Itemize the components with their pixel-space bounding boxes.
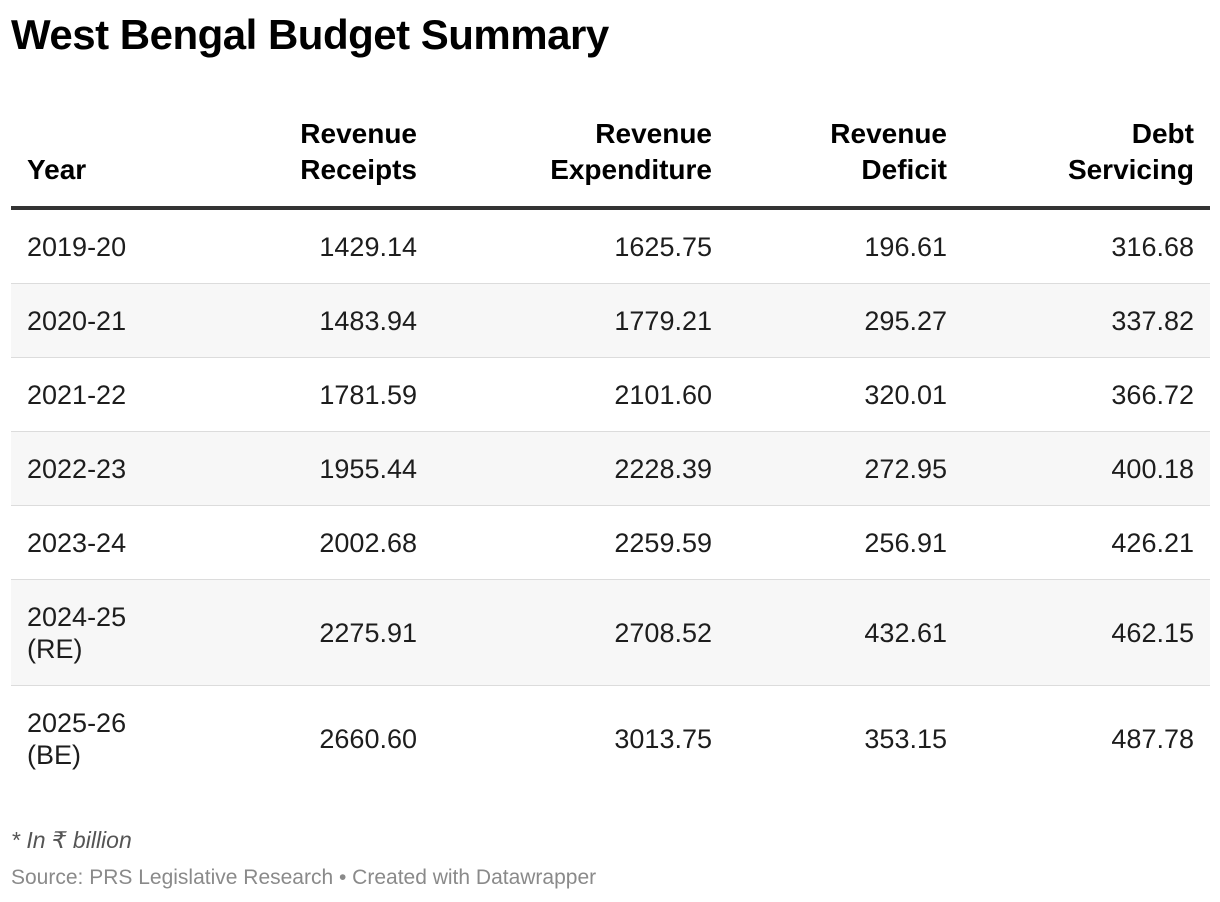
cell-revenue-receipts: 1955.44 (211, 431, 433, 506)
cell-revenue-expenditure: 2259.59 (433, 505, 728, 580)
chart-title: West Bengal Budget Summary (11, 11, 609, 58)
cell-revenue-deficit: 256.91 (728, 505, 963, 580)
source-credit: Source: PRS Legislative Research • Creat… (11, 866, 597, 889)
table-row: 2021-22 1781.59 2101.60 320.01 366.72 (11, 357, 1210, 432)
cell-revenue-expenditure: 3013.75 (614, 723, 712, 754)
cell-revenue-deficit: 295.27 (728, 283, 963, 358)
cell-revenue-receipts: 1429.14 (211, 208, 433, 284)
cell-debt-servicing: 487.78 (1111, 723, 1194, 754)
cell-debt-servicing: 400.18 (963, 431, 1210, 506)
cell-year: 2025-26 (BE) (27, 707, 127, 770)
column-header-revenue-deficit[interactable]: Revenue Deficit (728, 112, 963, 210)
cell-revenue-deficit: 196.61 (728, 208, 963, 284)
table-row: 2020-21 1483.94 1779.21 295.27 337.82 (11, 283, 1210, 358)
cell-revenue-receipts: 1781.59 (211, 357, 433, 432)
cell-revenue-receipts: 2660.60 (319, 723, 417, 754)
cell-debt-servicing: 462.15 (963, 579, 1210, 686)
cell-year: 2019-20 (11, 208, 211, 284)
column-header-revenue-expenditure[interactable]: Revenue Expenditure (433, 112, 728, 210)
cell-debt-servicing: 337.82 (963, 283, 1210, 358)
cell-year: 2022-23 (11, 431, 211, 506)
cell-year: 2021-22 (11, 357, 211, 432)
cell-revenue-deficit: 320.01 (728, 357, 963, 432)
cell-revenue-expenditure: 2101.60 (433, 357, 728, 432)
table-row: 2024-25 (RE) 2275.91 2708.52 432.61 462.1… (11, 579, 1210, 686)
cell-revenue-expenditure: 1625.75 (433, 208, 728, 284)
cell-year: 2023-24 (11, 505, 211, 580)
column-header-revenue-receipts[interactable]: Revenue Receipts (211, 112, 433, 210)
table-row: 2025-26 (BE) 2660.60 3013.75 353.15 487.7… (11, 686, 1210, 792)
table-header-row: Year Revenue Receipts Revenue Expenditure … (11, 112, 1210, 210)
cell-year: 2024-25 (RE) (11, 579, 211, 686)
cell-revenue-deficit: 432.61 (728, 579, 963, 686)
table-row: 2022-23 1955.44 2228.39 272.95 400.18 (11, 431, 1210, 506)
cell-year: 2020-21 (11, 283, 211, 358)
cell-revenue-expenditure: 2228.39 (433, 431, 728, 506)
cell-revenue-deficit: 272.95 (728, 431, 963, 506)
cell-debt-servicing: 426.21 (963, 505, 1210, 580)
cell-revenue-receipts: 2002.68 (211, 505, 433, 580)
table-row: 2023-24 2002.68 2259.59 256.91 426.21 (11, 505, 1210, 580)
column-header-year[interactable]: Year (11, 112, 211, 210)
cell-debt-servicing: 316.68 (963, 208, 1210, 284)
cell-revenue-receipts: 1483.94 (211, 283, 433, 358)
cell-revenue-receipts: 2275.91 (211, 579, 433, 686)
cell-debt-servicing: 366.72 (963, 357, 1210, 432)
cell-revenue-expenditure: 2708.52 (433, 579, 728, 686)
budget-table: Year Revenue Receipts Revenue Expenditure … (11, 112, 1210, 791)
cell-revenue-deficit: 353.15 (864, 723, 947, 754)
column-header-debt-servicing[interactable]: Debt Servicing (963, 112, 1210, 210)
table-row: 2019-20 1429.14 1625.75 196.61 316.68 (11, 208, 1210, 284)
units-note: * In ₹ billion (11, 827, 132, 853)
cell-revenue-expenditure: 1779.21 (433, 283, 728, 358)
